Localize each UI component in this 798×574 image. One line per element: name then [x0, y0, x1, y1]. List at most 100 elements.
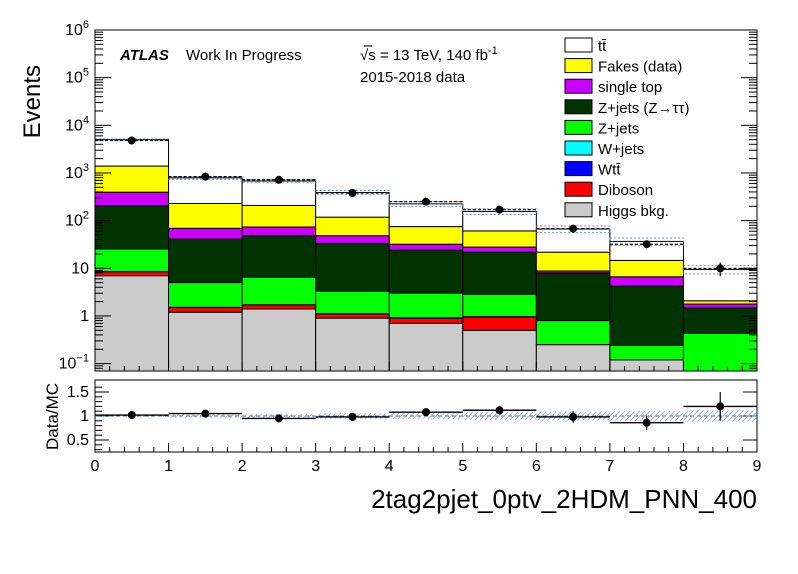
ratio-uncertainty-hatch: [282, 413, 288, 419]
ratio-uncertainty-hatch: [737, 410, 749, 422]
legend-swatch: [564, 181, 593, 197]
ratio-uncertainty-hatch: [552, 411, 562, 421]
ratio-uncertainty-hatch: [402, 412, 410, 420]
ratio-uncertainty-hatch: [509, 411, 519, 421]
legend-swatch: [564, 99, 593, 115]
ratio-uncertainty-hatch: [340, 413, 346, 419]
ratio-uncertainty-hatch: [692, 410, 704, 422]
ratio-uncertainty-hatch: [215, 414, 219, 418]
bar-7-6: [535, 251, 611, 272]
ratio-point: [348, 412, 357, 421]
bar-0-5: [462, 329, 537, 372]
ratio-uncertainty-hatch: [683, 410, 689, 416]
ratio-uncertainty-hatch: [407, 412, 415, 420]
legend-label: W+jets: [598, 141, 644, 158]
legend-swatch: [564, 140, 593, 156]
data-point: [642, 240, 651, 249]
ratio-point: [495, 406, 504, 415]
ratio-uncertainty-hatch: [375, 413, 381, 419]
bar-5-6: [535, 272, 611, 322]
ratio-uncertainty-hatch: [452, 412, 460, 420]
y-tick-label: 104: [65, 114, 89, 134]
ratio-uncertainty-hatch: [272, 413, 278, 419]
bar-6-3: [315, 235, 390, 244]
ratio-uncertainty-hatch: [679, 417, 684, 422]
ratio-uncertainty-hatch: [659, 410, 671, 422]
ratio-uncertainty-hatch: [335, 413, 341, 419]
ratio-uncertainty-hatch: [175, 414, 179, 418]
main-axes-group: 10−1 1 10 102 103 104 105 106: [59, 19, 758, 373]
ratio-uncertainty-hatch: [442, 412, 450, 420]
bar-0-3: [315, 317, 390, 372]
ratio-uncertainty-hatch: [712, 410, 724, 422]
legend-label: Higgs bkg.: [598, 203, 669, 220]
ratio-uncertainty-hatch: [524, 411, 534, 421]
bar-1-4: [388, 317, 464, 324]
bar-8-4: [388, 203, 464, 228]
bar-4-5: [462, 293, 537, 318]
legend-swatch: [564, 37, 593, 53]
ratio-uncertainty-hatch: [412, 412, 420, 420]
data-point: [201, 172, 210, 181]
x-axis-title: 2tag2pjet_0ptv_2HDM_PNN_400: [371, 484, 757, 514]
ratio-uncertainty-hatch: [307, 413, 313, 419]
ratio-point: [716, 402, 725, 411]
bar-5-0: [94, 205, 170, 250]
legend-swatch: [564, 58, 593, 74]
x-tick-label: 1: [164, 458, 173, 475]
ratio-uncertainty-hatch: [484, 411, 494, 421]
ratio-uncertainty-hatch: [185, 414, 189, 418]
ratio-point: [201, 409, 210, 418]
ratio-uncertainty-hatch: [320, 413, 326, 419]
x-tick-label: 5: [458, 458, 467, 475]
bar-0-4: [388, 322, 464, 372]
data-point: [422, 197, 430, 206]
ratio-uncertainty-hatch: [360, 413, 366, 419]
ratio-uncertainty-hatch: [257, 413, 263, 419]
bar-1-2: [241, 304, 317, 310]
ratio-uncertainty-hatch: [752, 416, 758, 422]
bar-5-2: [241, 235, 317, 278]
ratio-y-axis-title: Data/MC: [43, 383, 62, 450]
main-histogram-group: [94, 136, 758, 372]
ratio-uncertainty-hatch: [697, 410, 709, 422]
ratio-uncertainty-hatch: [619, 410, 631, 422]
bar-4-7: [609, 344, 684, 361]
bar-6-8: [682, 303, 758, 309]
bar-0-1: [168, 311, 243, 372]
ratio-uncertainty-hatch: [557, 411, 567, 421]
energy-label: √s = 13 TeV, 140 fb-1: [360, 45, 498, 64]
ratio-uncertainty-hatch: [262, 413, 268, 419]
data-point: [127, 136, 136, 145]
legend-swatch: [564, 202, 593, 218]
ratio-uncertainty-hatch: [742, 410, 754, 422]
bar-6-4: [388, 243, 464, 251]
legend-label: Z+jets (Z→ττ): [598, 100, 689, 117]
ratio-uncertainty-hatch: [388, 412, 395, 419]
data-point: [348, 189, 357, 198]
x-tick-label: 7: [605, 458, 614, 475]
ratio-uncertainty-hatch: [499, 411, 509, 421]
ratio-uncertainty-hatch: [287, 413, 293, 419]
ratio-plot-group: 0 1 2 3 4 5 6 7 8 9 0.5 1 1.5: [67, 379, 762, 475]
ratio-uncertainty-hatch: [437, 412, 445, 420]
ratio-uncertainty-hatch: [717, 410, 729, 422]
ratio-uncertainty-hatch: [242, 413, 248, 419]
ratio-uncertainty-hatch: [457, 413, 464, 420]
bar-7-0: [94, 165, 170, 193]
bar-1-5: [462, 316, 537, 331]
y-tick-label: 10−1: [59, 353, 89, 373]
ratio-uncertainty-hatch: [587, 411, 597, 421]
ratio-uncertainty-hatch: [330, 413, 336, 419]
ratio-uncertainty-hatch: [707, 410, 719, 422]
bar-4-2: [241, 276, 317, 306]
x-tick-label: 0: [91, 458, 100, 475]
ratio-uncertainty-hatch: [479, 411, 489, 421]
ratio-y-tick-label: 0.5: [67, 432, 89, 449]
y-axis-title: Events: [19, 65, 46, 138]
bar-4-8: [682, 332, 758, 372]
ratio-uncertainty-hatch: [325, 413, 331, 419]
ratio-uncertainty-hatch: [639, 410, 651, 422]
ratio-uncertainty-hatch: [629, 410, 641, 422]
